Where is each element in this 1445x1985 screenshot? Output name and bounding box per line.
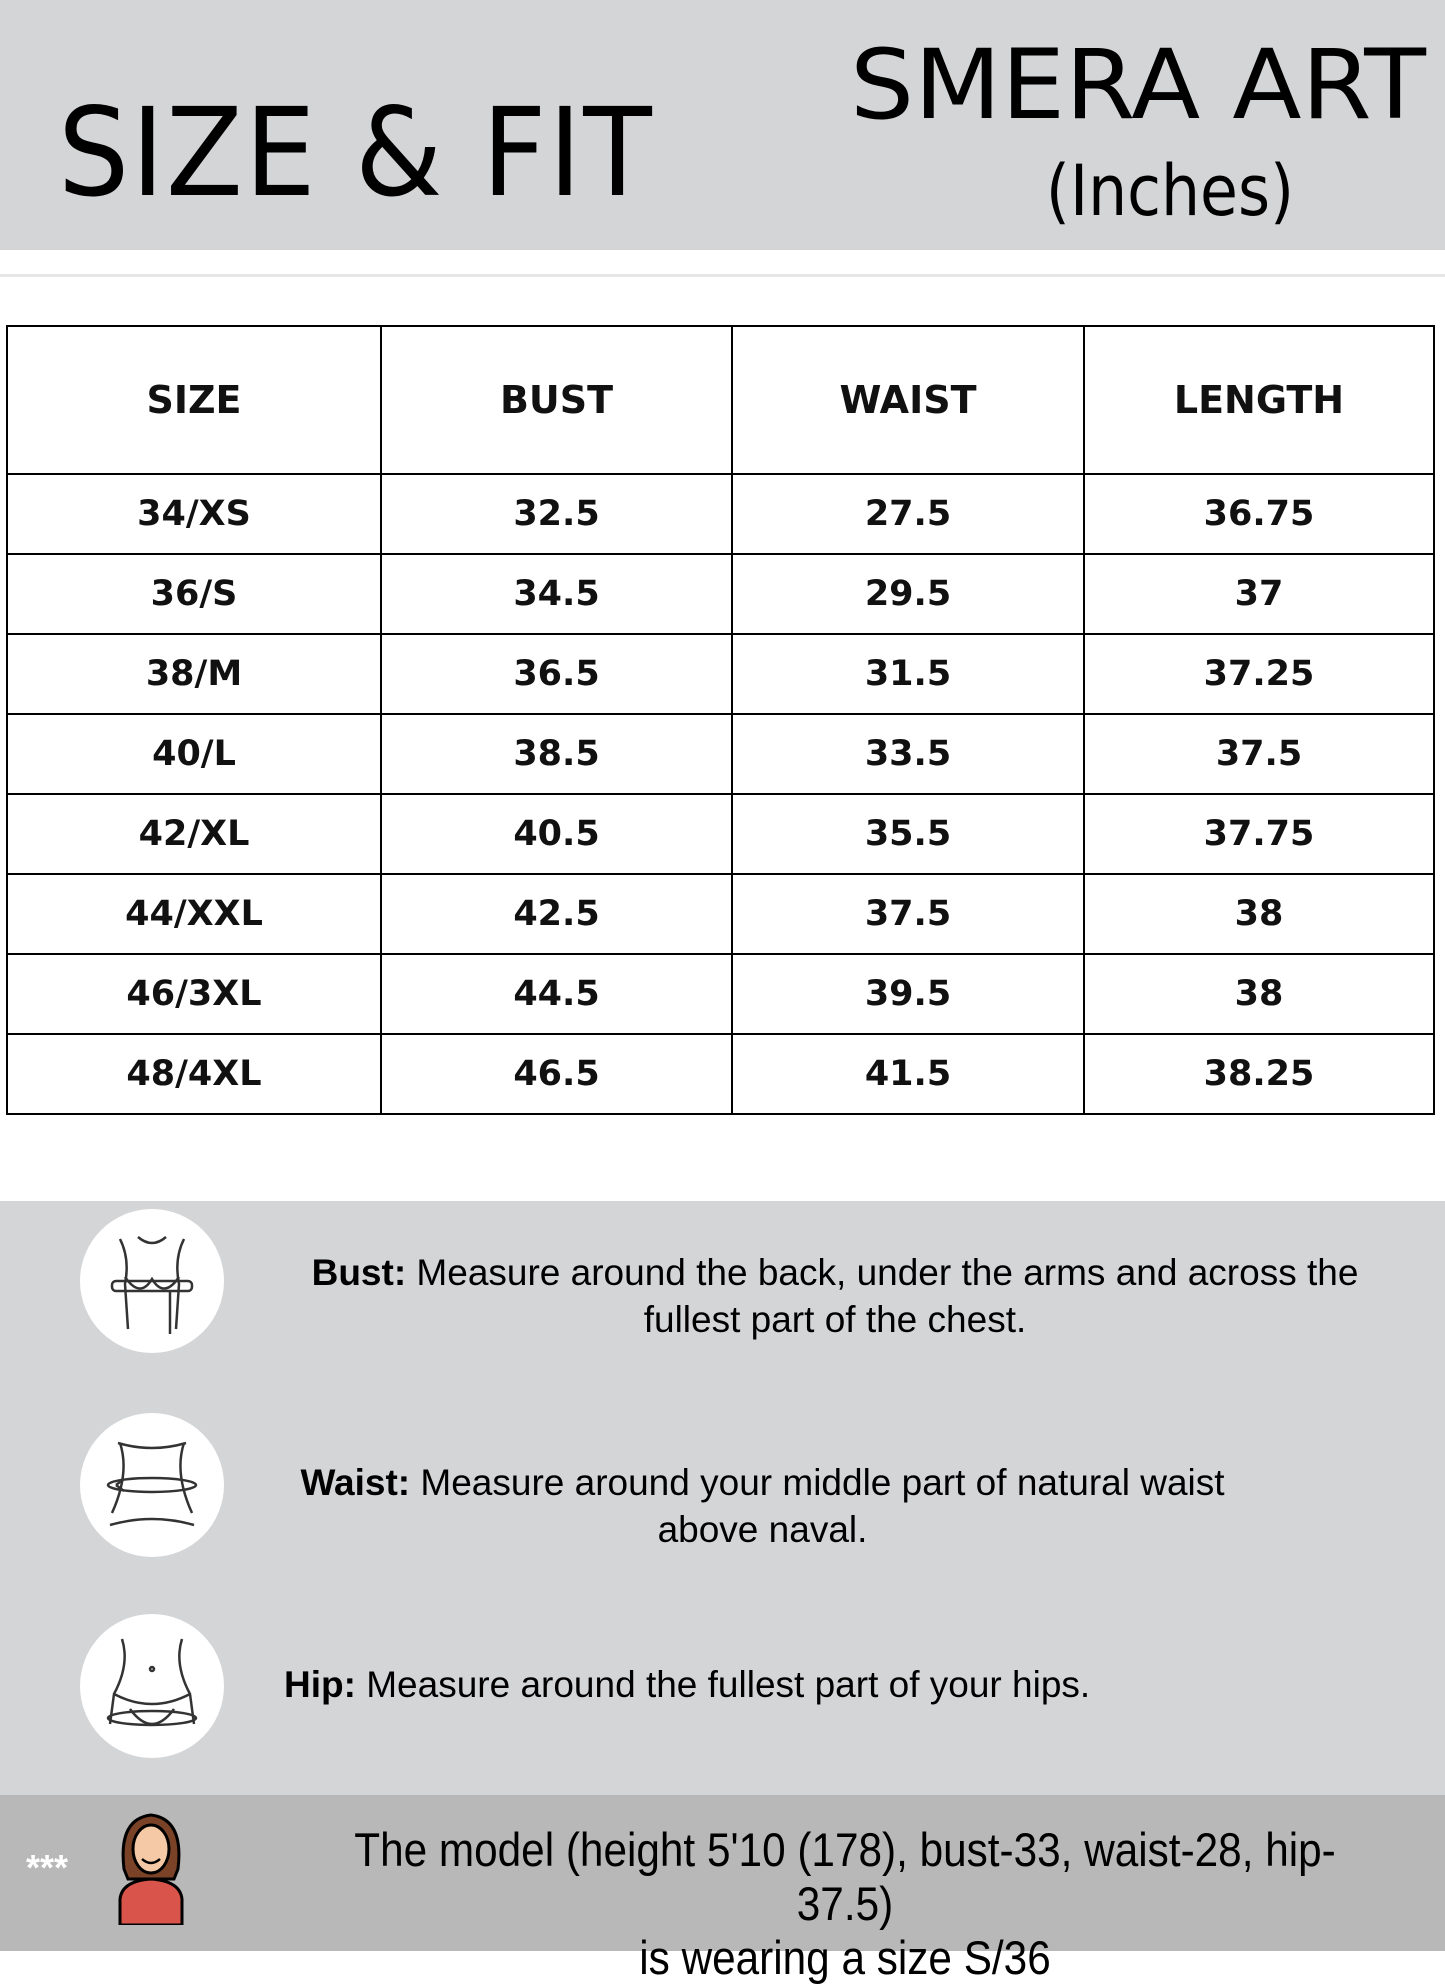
units-label: (Inches) bbox=[1045, 150, 1295, 232]
size-cell: 38/M bbox=[6, 633, 382, 715]
waist-cell: 33.5 bbox=[731, 713, 1085, 795]
column-header: LENGTH bbox=[1083, 325, 1435, 475]
length-cell: 38.25 bbox=[1083, 1033, 1435, 1115]
length-cell: 37.25 bbox=[1083, 633, 1435, 715]
waist-cell: 37.5 bbox=[731, 873, 1085, 955]
column-header: SIZE bbox=[6, 325, 382, 475]
length-cell: 37.75 bbox=[1083, 793, 1435, 875]
bust-cell: 44.5 bbox=[380, 953, 733, 1035]
waist-cell: 39.5 bbox=[731, 953, 1085, 1035]
bust-instruction: Bust: Measure around the back, under the… bbox=[311, 1252, 1359, 1340]
waist-cell: 29.5 bbox=[731, 553, 1085, 635]
model-info-band: *** The model (height 5'10 (178), bust-3… bbox=[0, 1795, 1445, 1984]
note-marker: *** bbox=[26, 1847, 69, 1888]
bust-cell: 40.5 bbox=[380, 793, 733, 875]
waist-instruction: Waist: Measure around your middle part o… bbox=[300, 1462, 1225, 1550]
page-title: SIZE & FIT bbox=[58, 82, 654, 224]
waist-cell: 31.5 bbox=[731, 633, 1085, 715]
header-band: SIZE & FIT SMERA ART (Inches) bbox=[0, 0, 1445, 250]
table-row: 48/4XL 46.5 41.5 38.25 bbox=[6, 1033, 1435, 1115]
table-row: 44/XXL 42.5 37.5 38 bbox=[6, 873, 1435, 955]
table-header-row: SIZE BUST WAIST LENGTH bbox=[6, 325, 1435, 475]
length-cell: 38 bbox=[1083, 873, 1435, 955]
bust-cell: 36.5 bbox=[380, 633, 733, 715]
length-cell: 38 bbox=[1083, 953, 1435, 1035]
model-description: The model (height 5'10 (178), bust-33, w… bbox=[354, 1823, 1336, 1984]
bust-cell: 46.5 bbox=[380, 1033, 733, 1115]
table-row: 36/S 34.5 29.5 37 bbox=[6, 553, 1435, 635]
length-cell: 36.75 bbox=[1083, 473, 1435, 555]
divider bbox=[0, 274, 1445, 277]
bust-cell: 38.5 bbox=[380, 713, 733, 795]
waist-cell: 41.5 bbox=[731, 1033, 1085, 1115]
table-row: 40/L 38.5 33.5 37.5 bbox=[6, 713, 1435, 795]
waist-cell: 27.5 bbox=[731, 473, 1085, 555]
size-cell: 36/S bbox=[6, 553, 382, 635]
waist-cell: 35.5 bbox=[731, 793, 1085, 875]
bust-cell: 32.5 bbox=[380, 473, 733, 555]
table-row: 34/XS 32.5 27.5 36.75 bbox=[6, 473, 1435, 555]
size-cell: 46/3XL bbox=[6, 953, 382, 1035]
hip-measure-icon bbox=[80, 1614, 224, 1758]
length-cell: 37.5 bbox=[1083, 713, 1435, 795]
brand-logo: SMERA ART bbox=[850, 34, 1426, 126]
hip-instruction: Hip: Measure around the fullest part of … bbox=[284, 1664, 1091, 1705]
size-cell: 48/4XL bbox=[6, 1033, 382, 1115]
size-cell: 44/XXL bbox=[6, 873, 382, 955]
waist-measure-icon bbox=[80, 1413, 224, 1557]
size-cell: 40/L bbox=[6, 713, 382, 795]
table-row: 46/3XL 44.5 39.5 38 bbox=[6, 953, 1435, 1035]
table-row: 38/M 36.5 31.5 37.25 bbox=[6, 633, 1435, 715]
measurement-guide: Bust: Measure around the back, under the… bbox=[0, 1201, 1445, 1795]
size-cell: 42/XL bbox=[6, 793, 382, 875]
size-table: SIZE BUST WAIST LENGTH 34/XS 32.5 27.5 36.7… bbox=[6, 325, 1435, 1115]
brand-name: SMERA ART bbox=[850, 34, 1426, 126]
bust-cell: 42.5 bbox=[380, 873, 733, 955]
length-cell: 37 bbox=[1083, 553, 1435, 635]
bust-measure-icon bbox=[80, 1209, 224, 1353]
column-header: BUST bbox=[380, 325, 733, 475]
bust-cell: 34.5 bbox=[380, 553, 733, 635]
woman-avatar-icon bbox=[118, 1813, 184, 1925]
size-cell: 34/XS bbox=[6, 473, 382, 555]
column-header: WAIST bbox=[731, 325, 1085, 475]
table-row: 42/XL 40.5 35.5 37.75 bbox=[6, 793, 1435, 875]
